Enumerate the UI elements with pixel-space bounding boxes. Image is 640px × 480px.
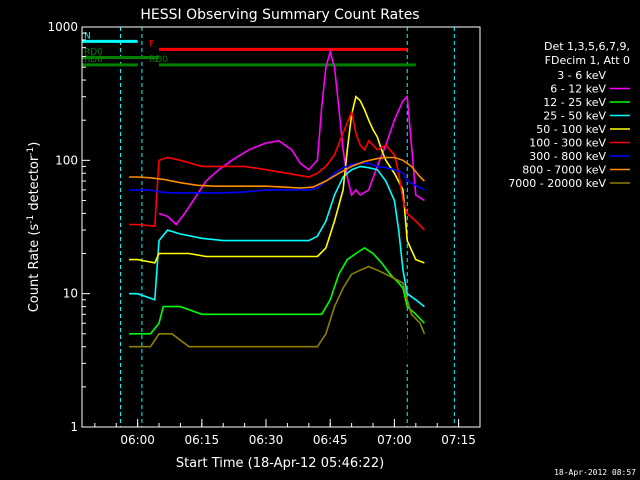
x-tick-label-0: 06:00 xyxy=(120,433,155,447)
state-label-0: N xyxy=(84,31,91,41)
y-axis-label: Count Rate (s-1 detector-1) xyxy=(26,142,42,313)
x-axis: 06:00 06:15 06:30 06:45 07:00 07:15 xyxy=(94,419,476,447)
chart-title: HESSI Observing Summary Count Rates xyxy=(140,7,419,23)
legend-label-8: 7000 - 20000 keV xyxy=(508,177,606,190)
legend-label-1: 6 - 12 keV xyxy=(550,83,606,96)
series-line-4 xyxy=(129,95,425,264)
y-tick-label-1: 10 xyxy=(63,287,78,301)
series-line-7 xyxy=(129,156,425,189)
legend-header-line2: FDecim 1, Att 0 xyxy=(545,54,630,67)
y-tick-label-2: 100 xyxy=(55,153,78,167)
x-tick-label-4: 07:00 xyxy=(377,433,412,447)
plot-timestamp: 18-Apr-2012 08:57 xyxy=(554,468,636,477)
legend: Det 1,3,5,6,7,9, FDecim 1, Att 0 3 - 6 k… xyxy=(508,40,630,190)
legend-label-7: 800 - 7000 keV xyxy=(522,164,606,177)
x-tick-label-5: 07:15 xyxy=(441,433,476,447)
state-label-4: RD6 xyxy=(84,55,103,65)
x-tick-label-1: 06:15 xyxy=(185,433,220,447)
legend-label-3: 25 - 50 keV xyxy=(543,110,606,123)
series-line-0 xyxy=(129,128,429,365)
legend-label-4: 50 - 100 keV xyxy=(536,123,606,136)
y-axis: 1 10 100 1000 xyxy=(47,20,90,434)
legend-label-6: 300 - 800 keV xyxy=(529,150,606,163)
x-axis-label: Start Time (18-Apr-12 05:46:22) xyxy=(176,456,384,471)
state-label-1: F xyxy=(149,39,154,49)
series-line-6 xyxy=(129,162,425,194)
legend-header-line1: Det 1,3,5,6,7,9, xyxy=(544,40,630,53)
state-label-2: RD0 xyxy=(84,48,103,58)
legend-label-2: 12 - 25 keV xyxy=(543,96,606,109)
series-line-3 xyxy=(129,165,425,308)
series-line-1 xyxy=(158,48,425,226)
x-tick-label-3: 06:45 xyxy=(313,433,348,447)
series-line-2 xyxy=(129,247,425,335)
series-line-8 xyxy=(129,265,426,348)
legend-label-5: 100 - 300 keV xyxy=(529,137,606,150)
legend-label-0: 3 - 6 keV xyxy=(557,69,606,82)
plot-frame xyxy=(81,26,481,428)
y-tick-label-0: 1 xyxy=(70,420,78,434)
state-label-3: RD0 xyxy=(149,55,168,65)
y-tick-label-3: 1000 xyxy=(47,20,78,34)
x-tick-label-2: 06:30 xyxy=(249,433,284,447)
